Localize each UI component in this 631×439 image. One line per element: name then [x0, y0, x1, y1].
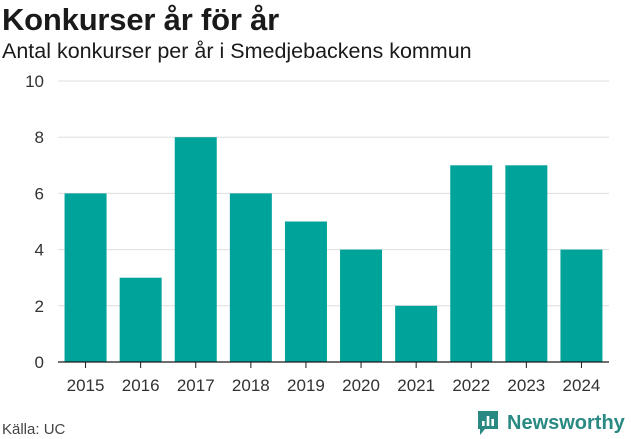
x-tick-label: 2019 [287, 376, 325, 395]
y-tick-label: 0 [35, 353, 44, 372]
bar-2018 [229, 193, 272, 362]
chart-subtitle: Antal konkurser per år i Smedjebackens k… [2, 39, 472, 63]
y-tick-label: 2 [35, 297, 44, 316]
bars [64, 137, 603, 362]
source-note: Källa: UC [2, 421, 66, 438]
x-axis [58, 361, 609, 368]
x-tick-label: 2021 [397, 376, 435, 395]
x-tick-label: 2017 [177, 376, 215, 395]
chart-title: Konkurser år för år [2, 2, 280, 37]
brand-name: Newsworthy [507, 411, 625, 434]
bar-2020 [340, 249, 383, 362]
x-tick-label: 2020 [342, 376, 380, 395]
x-tick-label: 2022 [452, 376, 490, 395]
x-tick-label: 2018 [232, 376, 270, 395]
x-tick-label: 2024 [563, 376, 601, 395]
y-tick-label: 8 [35, 128, 44, 147]
bar-2016 [119, 277, 162, 362]
x-tick-label: 2023 [507, 376, 545, 395]
bar-2015 [64, 193, 107, 362]
y-tick-label: 6 [35, 184, 44, 203]
x-tick-label: 2016 [122, 376, 160, 395]
bar-2023 [505, 165, 548, 362]
bar-2024 [560, 249, 603, 362]
x-axis-tick-labels: 2015 2016 2017 2018 2019 2020 2021 2022 2023 2024 [67, 376, 601, 395]
y-tick-label: 4 [35, 241, 44, 260]
y-axis-tick-labels: 0 2 4 6 8 10 [25, 72, 44, 372]
bar-2021 [395, 305, 438, 362]
bar-2022 [450, 165, 493, 362]
x-tick-label: 2015 [67, 376, 105, 395]
bar-2019 [284, 221, 327, 362]
brand-logo: Newsworthy [476, 410, 625, 436]
bar-2017 [174, 137, 217, 362]
y-tick-label: 10 [25, 72, 44, 91]
newsworthy-logo-icon [478, 411, 498, 435]
